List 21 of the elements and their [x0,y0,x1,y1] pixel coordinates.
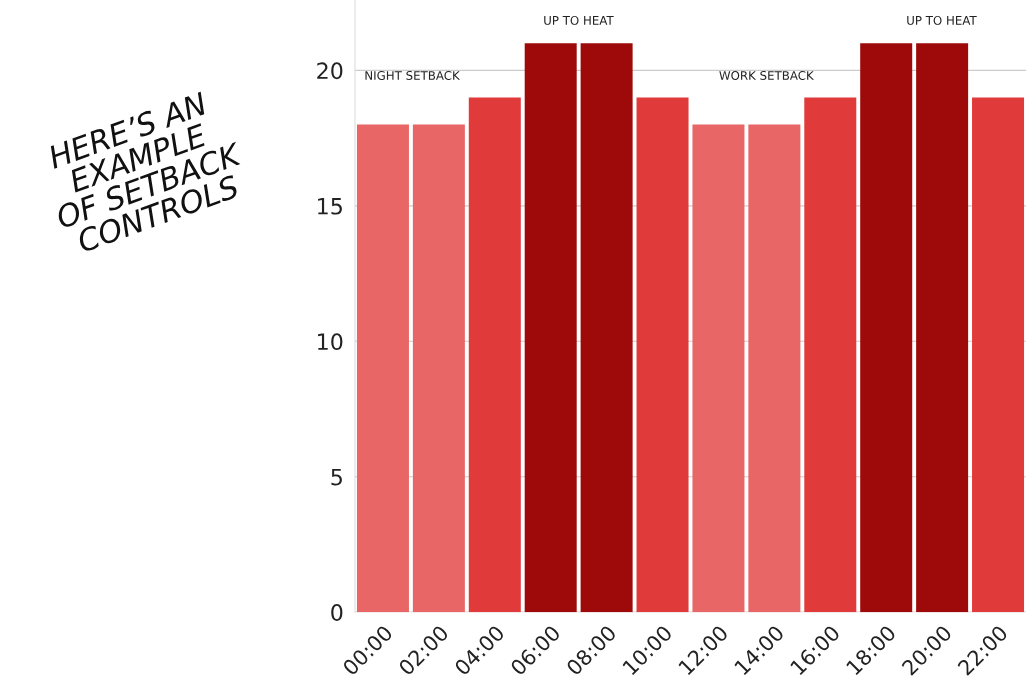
y-tick-label: 20 [317,62,343,80]
bar [356,124,409,613]
bar [524,43,577,613]
bar [860,43,913,613]
annotation: WORK SETBACK [719,71,814,80]
y-tick-label: 15 [318,198,342,215]
bar [916,43,969,613]
bar [468,97,521,613]
annotation: UP TO HEAT [544,15,614,25]
bar [692,124,745,613]
bar [972,97,1025,613]
annotation: UP TO HEAT [907,15,977,25]
y-tick-label: 5 [331,468,342,486]
bar [804,97,857,613]
bar [412,124,465,613]
y-tick-label: 10 [318,333,343,351]
annotation: NIGHT SETBACK [365,71,460,80]
bar [636,97,689,613]
y-tick-label: 0 [331,604,343,621]
bar [748,124,801,613]
bar [580,43,633,613]
